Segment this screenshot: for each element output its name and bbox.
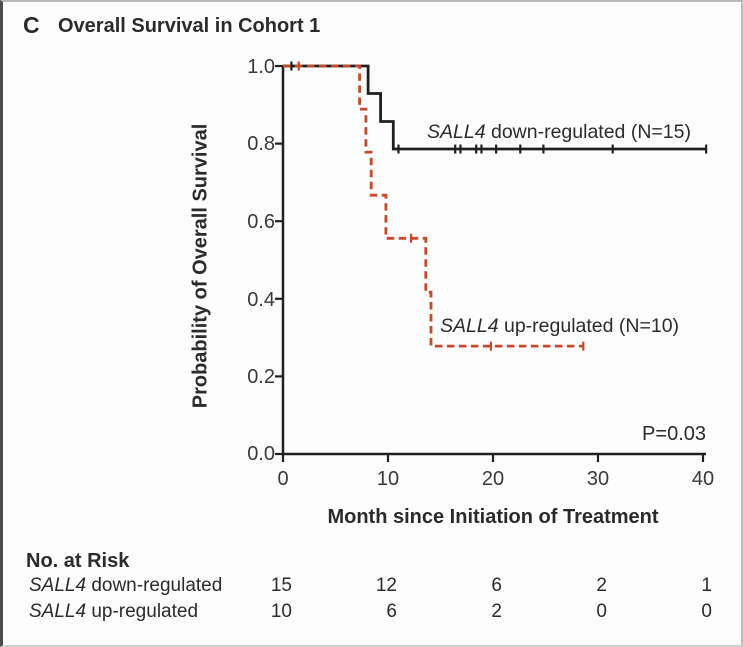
risk-row-text: down-regulated: [86, 575, 223, 596]
risk-count: 12: [375, 575, 397, 596]
page-title: Overall Survival in Cohort 1: [58, 15, 321, 37]
x-tick-label: 30: [586, 468, 610, 490]
risk-count: 1: [701, 575, 712, 596]
y-tick-label: 0.2: [247, 366, 275, 388]
series-label-up-regulated: SALL4 up-regulated (N=10): [440, 315, 679, 338]
risk-row-label-down: SALL4 down-regulated: [29, 575, 222, 597]
x-tick-label: 10: [376, 468, 400, 490]
p-value-annotation: P=0.03: [642, 423, 706, 445]
y-tick-label: 0.8: [247, 133, 275, 155]
km-curve-down-regulated: [283, 64, 707, 151]
risk-table-heading: No. at Risk: [26, 550, 130, 572]
y-tick-label: 1.0: [247, 56, 275, 78]
series-label-gene: SALL4: [427, 121, 486, 143]
risk-count: 2: [491, 601, 502, 622]
panel-letter: C: [23, 12, 40, 38]
risk-row-text: up-regulated: [86, 601, 199, 622]
x-tick-label: 0: [277, 468, 289, 490]
x-tick-label: 40: [691, 468, 715, 490]
series-label-text: down-regulated (N=15): [485, 121, 691, 143]
risk-count: 6: [491, 575, 502, 596]
km-curve-up-regulated: [283, 64, 584, 348]
risk-count: 2: [596, 575, 607, 596]
risk-row-gene: SALL4: [29, 575, 87, 596]
series-label-text: up-regulated (N=10): [498, 315, 680, 337]
x-tick-label: 20: [481, 468, 505, 490]
risk-count: 15: [270, 575, 292, 596]
y-tick-label: 0.6: [247, 211, 275, 233]
series-label-gene: SALL4: [440, 315, 499, 337]
risk-count: 10: [270, 601, 292, 622]
y-tick-label: 0.4: [247, 289, 275, 311]
km-plot: [275, 61, 708, 462]
risk-row-gene: SALL4: [29, 601, 87, 622]
y-axis-title: Probability of Overall Survival: [189, 123, 212, 409]
series-label-down-regulated: SALL4 down-regulated (N=15): [427, 121, 691, 144]
x-axis-title: Month since Initiation of Treatment: [327, 506, 659, 528]
risk-count: 0: [701, 601, 712, 622]
risk-row-label-up: SALL4 up-regulated: [29, 601, 198, 623]
risk-count: 0: [596, 601, 607, 622]
risk-count: 6: [386, 601, 397, 622]
y-tick-label: 0.0: [247, 443, 275, 465]
